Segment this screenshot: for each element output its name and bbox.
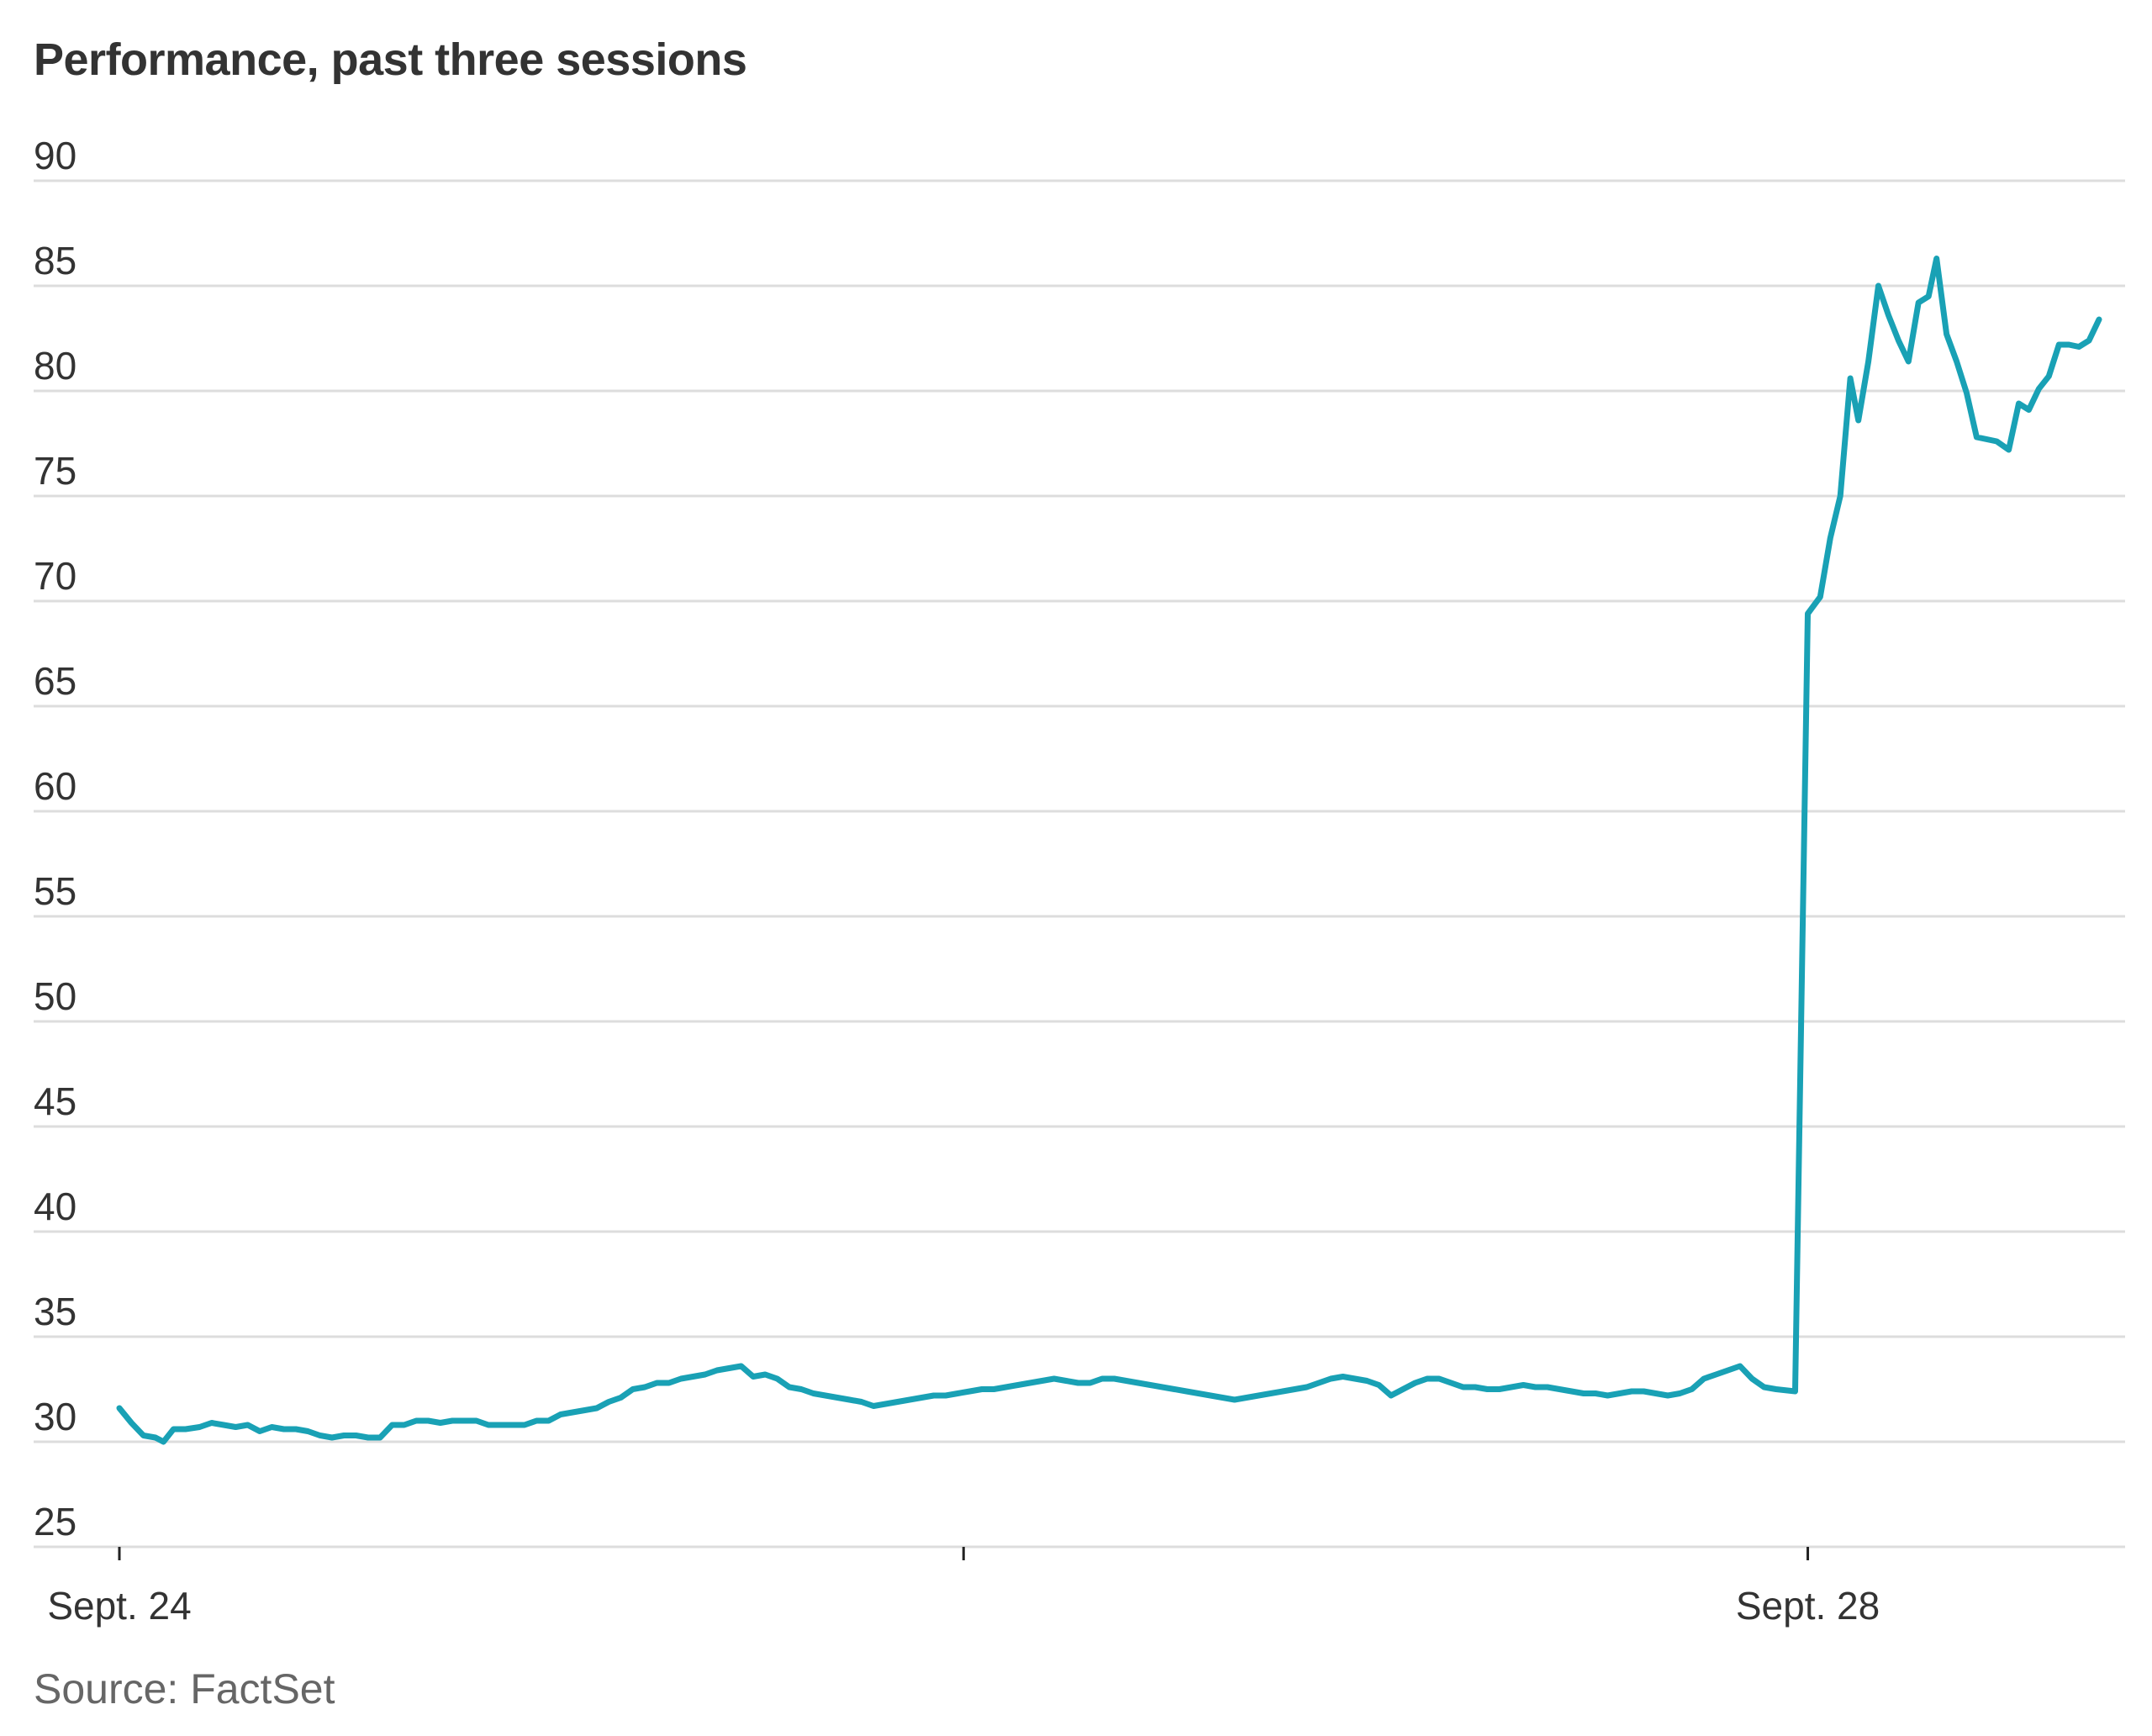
y-tick-label: 65 (34, 659, 76, 703)
source-note: Source: FactSet (34, 1665, 335, 1712)
y-tick-label: 55 (34, 869, 76, 913)
series-layer (116, 256, 2102, 1445)
y-tick-label: 90 (34, 134, 76, 177)
chart-title: Performance, past three sessions (34, 34, 747, 85)
y-tick-label: 25 (34, 1500, 76, 1543)
y-tick-label: 85 (34, 239, 76, 282)
y-tick-label: 45 (34, 1079, 76, 1123)
y-tick-label: 80 (34, 344, 76, 388)
y-tick-label: 30 (34, 1395, 76, 1438)
y-axis: 25 30 35 40 45 50 55 60 65 70 75 80 85 90 (34, 134, 76, 1543)
y-tick-label: 35 (34, 1290, 76, 1333)
x-axis: Sept. 24 Sept. 28 (47, 1547, 1880, 1628)
y-tick-label: 75 (34, 449, 76, 493)
y-tick-label: 40 (34, 1185, 76, 1228)
gridlines (34, 179, 2125, 1549)
y-tick-label: 60 (34, 764, 76, 808)
y-tick-label: 70 (34, 554, 76, 598)
series-line (116, 256, 2102, 1445)
y-tick-label: 50 (34, 974, 76, 1018)
x-tick-label: Sept. 28 (1736, 1584, 1880, 1628)
x-tick-label: Sept. 24 (47, 1584, 191, 1628)
